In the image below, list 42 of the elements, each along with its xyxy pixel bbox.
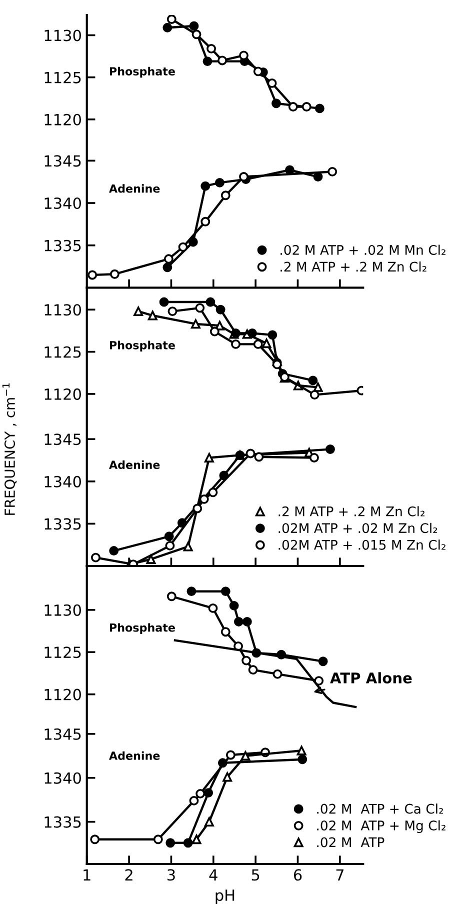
y2-tick-label: 1120 [44, 688, 81, 700]
legend-label: .02M ATP + .015 M Zn Cl₂ [278, 540, 446, 550]
y-tick-label: 1345 [44, 434, 81, 446]
annotation: ATP Alone [330, 672, 412, 684]
x-tick-label: 6 [294, 869, 302, 881]
x-tick-label: 7 [336, 869, 344, 880]
y2-tick-label: 1125 [44, 346, 81, 358]
legend-label: .02 M ATP [317, 837, 384, 848]
y-tick-label: 1335 [44, 816, 81, 828]
y-tick-label: 1335 [44, 240, 81, 252]
y-tick-label: 1340 [44, 197, 81, 210]
annotation: Adenine [109, 751, 160, 760]
x-axis-title: pH [216, 890, 234, 904]
legend-label: .02 M ATP + Mg Cl₂ [317, 820, 446, 834]
legend-label: .2 M ATP + .2 M Zn Cl₂ [280, 261, 426, 272]
y2-tick-label: 1125 [44, 646, 81, 658]
x-tick-label: 2 [125, 869, 132, 880]
y2-tick-label: 1120 [44, 114, 81, 126]
y2-tick-label: 1120 [44, 388, 81, 400]
y2-tick-label: 1130 [44, 30, 81, 42]
legend-label: .2 M ATP + .2 M Zn Cl₂ [278, 506, 424, 516]
y-tick-label: 1345 [44, 728, 81, 740]
annotation: Adenine [109, 184, 160, 193]
y-tick-label: 1345 [44, 155, 81, 167]
x-tick-label: 1 [84, 869, 90, 880]
annotation: Phosphate [110, 66, 175, 78]
annotation: Phosphate [110, 340, 175, 352]
annotation: Adenine [109, 460, 160, 470]
x-tick-label: 4 [209, 869, 218, 880]
y-tick-label: 1340 [44, 772, 81, 784]
x-tick-label: 5 [252, 869, 260, 881]
y-tick-label: 1335 [44, 518, 81, 530]
legend-label: .02 M ATP + .02 M Mn Cl₂ [280, 244, 446, 255]
y2-axis-title: FREQUENCY , cm$^{−1}$ [2, 383, 17, 515]
y-tick-label: 1340 [44, 476, 81, 488]
legend-label: .02 M ATP + Ca Cl₂ [317, 804, 443, 814]
legend-label: .02M ATP + .02 M Zn Cl₂ [278, 522, 438, 534]
annotation: Phosphate [110, 623, 175, 634]
y2-tick-label: 1130 [44, 304, 81, 316]
y2-tick-label: 1130 [44, 604, 81, 616]
y2-tick-label: 1125 [44, 72, 81, 84]
x-tick-label: 3 [168, 869, 175, 881]
